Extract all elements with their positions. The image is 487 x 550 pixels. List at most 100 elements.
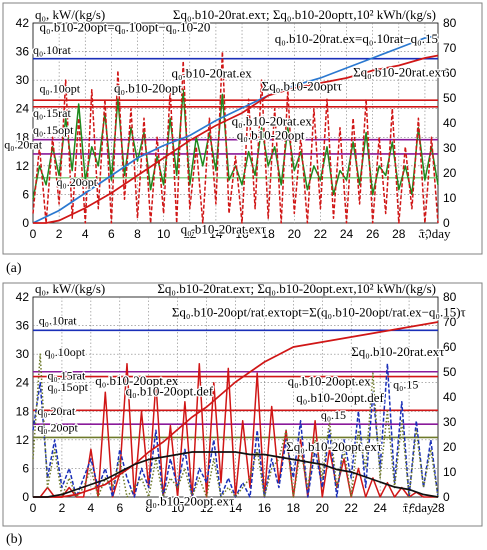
y-tick-right: 30 — [443, 141, 457, 155]
series-Σq₀.b10-20opt.exτ — [33, 451, 439, 498]
x-tick: 16 — [235, 227, 249, 241]
panel-label: (a) — [6, 261, 22, 276]
annotation: q₀.b10-20opt.exτ — [146, 494, 234, 509]
annotation: q₀.20rat — [37, 404, 76, 418]
annotation: Σq₀.b10-20opt.exτ — [286, 439, 382, 454]
y-tick-right: 70 — [443, 315, 457, 329]
annotation: q₀.b10-20opt — [114, 81, 182, 96]
annotation: Σq₀.b10-20rat.exτ — [351, 344, 444, 359]
annotation: q₀.b10-20opt.def — [296, 390, 384, 405]
y-tick-left: 6 — [22, 461, 29, 475]
x-tick: 22 — [345, 501, 359, 515]
x-tick: 2 — [59, 501, 66, 515]
x-tick: 6 — [108, 227, 115, 241]
x-tick: 12 — [183, 227, 197, 241]
x-tick: 24 — [340, 227, 354, 241]
x-tick: 0 — [30, 501, 37, 515]
x-axis-label: τ, day — [420, 226, 451, 241]
y-tick-right: 60 — [443, 66, 457, 80]
y-tick-left: 18 — [16, 130, 30, 144]
x-tick: 22 — [314, 227, 328, 241]
annotation: q₀.15 — [393, 377, 418, 391]
y-tick-left: 42 — [16, 290, 30, 304]
x-tick: 28 — [392, 227, 406, 241]
panel-label: (b) — [6, 532, 23, 547]
annotation: q₀.b10-20opt — [237, 128, 305, 143]
annotation: q₀.10opt — [45, 345, 86, 359]
y-tick-left: 18 — [16, 404, 30, 418]
y-tick-left: 6 — [22, 187, 29, 201]
annotation: q₀.20rat — [4, 138, 43, 152]
x-tick: 16 — [258, 501, 272, 515]
y-tick-left: 12 — [16, 159, 30, 173]
annotation: q₀.15opt — [47, 380, 88, 394]
y-axis-label-left: q₀, kW/(kg/s) — [35, 281, 105, 296]
x-tick: 8 — [134, 227, 141, 241]
annotation: q₀.b10-20rat.ex=q₀.10rat−q₀.15 — [275, 31, 438, 46]
x-tick: 2 — [56, 227, 63, 241]
annotation: q₀.15 — [321, 408, 346, 422]
y-tick-right: 20 — [443, 440, 457, 454]
annotation: q₀.20opt — [57, 175, 98, 189]
x-tick: 4 — [88, 501, 95, 515]
y-tick-left: 42 — [16, 16, 30, 30]
annotation: q₀.b10-20rat.exτ — [181, 221, 267, 236]
y-tick-left: 36 — [16, 45, 30, 59]
y-tick-left: 24 — [16, 102, 30, 116]
annotation: Σq₀.b10-20opt/rat.exτopt=Σ(q₀.b10-20opt/… — [172, 305, 466, 320]
x-tick: 20 — [316, 501, 330, 515]
x-tick: 26 — [366, 227, 380, 241]
annotation: q₀.15opt — [33, 123, 74, 137]
x-tick: 28 — [431, 501, 445, 515]
x-tick: 30 — [418, 227, 432, 241]
annotation: Σq₀.b10-20rat.exτ — [353, 64, 446, 79]
y-tick-right: 40 — [443, 390, 457, 404]
x-axis-label: τ, day — [403, 500, 434, 515]
y-tick-right: 80 — [443, 16, 457, 30]
x-tick: 20 — [288, 227, 302, 241]
y-tick-left: 12 — [16, 433, 30, 447]
y-tick-left: 24 — [16, 376, 30, 390]
x-tick: 18 — [261, 227, 275, 241]
annotation: Σq₀.b10-20optτ — [262, 79, 343, 94]
y-tick-right: 40 — [443, 116, 457, 130]
annotation: q₀.10rat — [39, 314, 78, 328]
y-tick-left: 30 — [16, 347, 30, 361]
x-tick: 24 — [373, 501, 387, 515]
y-tick-right: 0 — [443, 490, 450, 504]
y-tick-right: 50 — [443, 365, 457, 379]
x-tick: 12 — [200, 501, 214, 515]
series-Σq₀.b10-20rat.exτ — [33, 54, 439, 224]
y-tick-left: 0 — [22, 490, 29, 504]
annotation: q₀.b10-20opt.ex — [95, 373, 179, 388]
y-axis-label-right: Σq₀.b10-20rat.exτ; Σq₀.b10-20optτ,10² kW… — [173, 7, 436, 22]
annotation: q₀.15rat — [33, 106, 72, 120]
x-tick: 14 — [209, 227, 223, 241]
x-tick: 26 — [402, 501, 416, 515]
y-tick-right: 10 — [443, 191, 457, 205]
y-tick-right: 50 — [443, 91, 457, 105]
plot-area — [32, 22, 439, 224]
annotation: q₀.b10-20opt.ex — [288, 374, 372, 389]
y-tick-right: 30 — [443, 415, 457, 429]
annotation: q₀.20opt — [37, 420, 78, 434]
x-tick: 8 — [145, 501, 152, 515]
annotation: q₀.b10-20opt=q₀.10opt−q₀.10-20 — [40, 20, 211, 35]
x-tick: 14 — [229, 501, 243, 515]
series-Σq₀.b10-20rat.exτ — [33, 321, 439, 498]
x-tick: 10 — [157, 227, 171, 241]
y-axis-label-left: q₀, kW/(kg/s) — [35, 7, 105, 22]
y-tick-right: 70 — [443, 41, 457, 55]
y-tick-right: 20 — [443, 166, 457, 180]
x-tick: 6 — [116, 501, 123, 515]
annotation: q₀.10rat — [33, 43, 72, 57]
y-tick-right: 60 — [443, 340, 457, 354]
annotation: q₀.b10-20rat.ex — [232, 113, 313, 128]
y-tick-left: 0 — [22, 216, 29, 230]
y-axis-label-right: Σq₀.b10-20rat.exτ; Σq₀.b10-20opt.exτ,10²… — [157, 281, 436, 296]
x-tick: 10 — [171, 501, 185, 515]
x-tick: 0 — [30, 227, 37, 241]
